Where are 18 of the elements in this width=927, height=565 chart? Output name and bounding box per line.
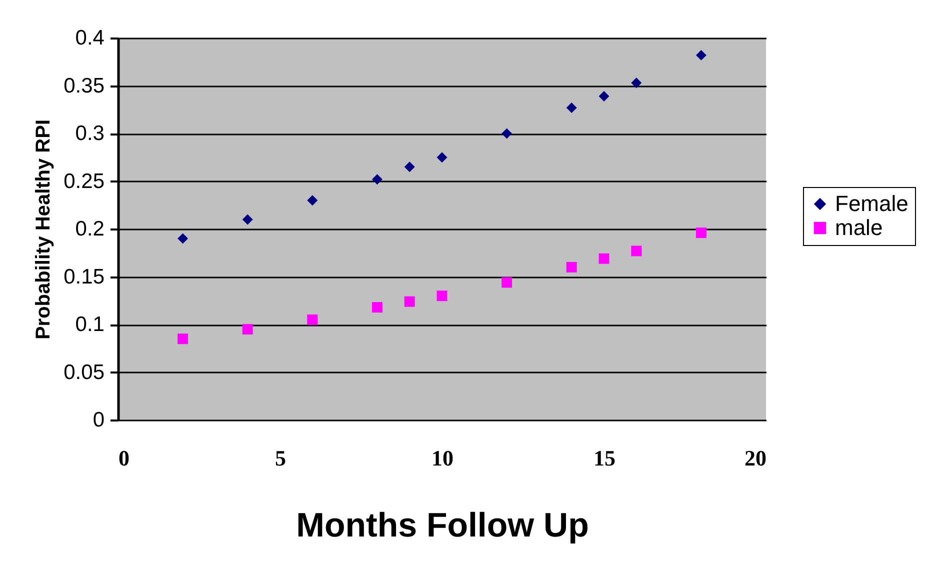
y-tick-label: 0.4 (75, 26, 105, 50)
y-axis-title: Probability Healthy RPI (32, 119, 55, 340)
legend-label: Female (835, 191, 908, 216)
y-tick-label: 0.25 (64, 170, 104, 193)
y-tick-label: 0.05 (64, 360, 104, 384)
y-tick-label: 0.15 (64, 265, 104, 288)
y-tick-label: 0 (92, 408, 104, 432)
x-axis-title: Months Follow Up (296, 506, 589, 544)
x-tick-label: 10 (432, 446, 454, 470)
x-tick-label: 15 (594, 446, 616, 470)
x-tick-label: 20 (744, 446, 766, 470)
y-tick-label: 0.35 (64, 74, 104, 98)
x-tick-label: 0 (118, 446, 130, 470)
x-tick-label: 5 (275, 446, 286, 470)
y-tick-label: 0.3 (75, 122, 104, 145)
y-tick-label: 0.2 (75, 218, 104, 240)
legend-label: male (835, 215, 883, 240)
y-tick-label: 0.1 (75, 313, 104, 336)
